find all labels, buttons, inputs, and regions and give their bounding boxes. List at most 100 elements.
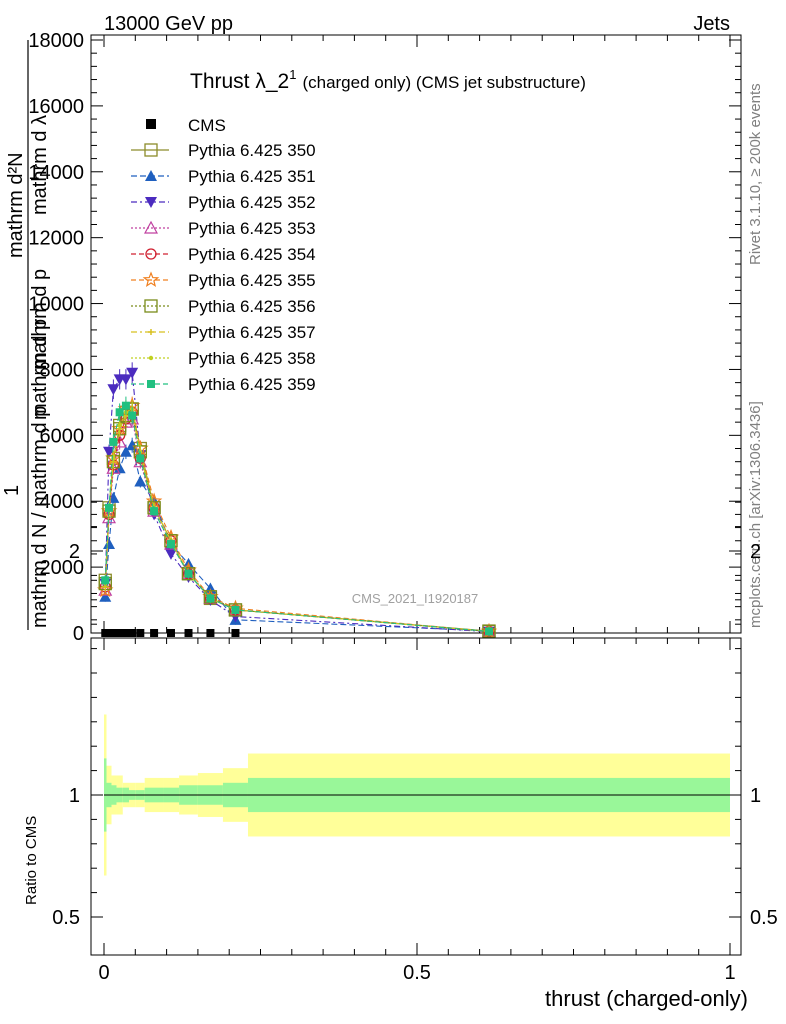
ratio-y-tick-label: 0.5: [52, 907, 80, 929]
legend-marker: [142, 271, 160, 288]
title-rest: (charged only) (CMS jet substructure): [302, 73, 585, 92]
ylabel-den-top-2: mathrm d λ: [29, 115, 51, 215]
series-layer: [97, 362, 498, 639]
cms-point: [109, 629, 118, 637]
main-y-axis: 0 2000 4000 6000 8000 10000 12000 14000 16000 180…: [28, 30, 741, 645]
series-point: [150, 507, 159, 516]
legend-marker: [145, 197, 157, 208]
cms-point: [150, 629, 159, 637]
cms-point: [166, 629, 175, 637]
series-point: [109, 437, 118, 446]
series-point: [101, 576, 110, 585]
main-y-tick-label: 12000: [28, 228, 84, 250]
series-point: [134, 475, 147, 487]
ratio-x-axis: 0 0.5 1: [98, 638, 736, 984]
series-point: [184, 569, 193, 578]
ratio-x-tick-label: 0.5: [403, 962, 431, 984]
main-y-tick-label: 18000: [28, 30, 84, 52]
legend-marker: [148, 355, 154, 361]
cms-point: [115, 629, 124, 637]
series-point: [103, 446, 116, 458]
main-y-tick-label: 10000: [28, 294, 84, 316]
legend-marker: [144, 143, 158, 157]
legend-label: Pythia 6.425 354: [188, 245, 316, 264]
cms-point: [206, 629, 215, 637]
legend-label: Pythia 6.425 350: [188, 141, 316, 160]
series-point: [103, 538, 116, 550]
legend-label: Pythia 6.425 353: [188, 219, 316, 238]
ratio-panel: 0.5 0.51 12 2 0 0.5 1 Ratio to CMS thrust (ch…: [23, 501, 778, 1011]
main-panel: 0 2000 4000 6000 8000 10000 12000 14000 16000 180…: [1, 30, 742, 645]
series-point: [166, 540, 175, 549]
main-y-tick-label: 4000: [40, 491, 85, 513]
series-point: [97, 581, 114, 598]
series-point: [99, 590, 112, 602]
legend-label: Pythia 6.425 352: [188, 193, 316, 212]
series-point: [105, 503, 114, 512]
ratio-y-tick-label-right: 1: [750, 785, 761, 807]
cms-point: [231, 629, 240, 637]
series-point: [484, 627, 493, 636]
legend-marker: [147, 380, 155, 388]
series-point: [231, 605, 240, 614]
ylabel-den-bottom-1: mathrm d N / mathrm d p: [29, 406, 51, 628]
legend-label: Pythia 6.425 359: [188, 375, 316, 394]
legend-label: Pythia 6.425 356: [188, 297, 316, 316]
main-y-tick-label: 6000: [40, 425, 85, 447]
ratio-y-tick-label-right: 0.5: [750, 907, 778, 929]
main-y-label: mathrm d²N mathrm d p mathrm d λ 1 mathr…: [1, 40, 51, 630]
ratio-y-axis: 0.5 0.5 1 1 2 2: [52, 501, 778, 929]
ylabel-one: 1: [1, 485, 23, 496]
ratio-x-tick-label: 0: [98, 962, 109, 984]
header-right-label: Jets: [693, 13, 730, 35]
ylabel-num-top: mathrm d²N: [5, 152, 27, 258]
x-axis-label: thrust (charged-only): [545, 986, 748, 1011]
legend-marker: [148, 329, 154, 335]
cms-point: [136, 629, 145, 637]
series-point: [128, 411, 137, 420]
series-point: [115, 408, 124, 417]
ratio-y-label: Ratio to CMS: [23, 816, 40, 905]
legend-label-cms: CMS: [188, 116, 226, 135]
series-point: [107, 384, 120, 396]
legend-label: Pythia 6.425 355: [188, 271, 316, 290]
series-point: [206, 594, 215, 603]
series-point: [119, 374, 132, 386]
legend-marker: [145, 248, 157, 260]
ylabel-den-bottom-2: mathrm d p: [29, 319, 51, 420]
series-point: [136, 454, 145, 463]
legend: CMS Pythia 6.425 350 Pythia 6.425 351 Pythi…: [131, 116, 316, 394]
main-y-tick-label: 8000: [40, 359, 85, 381]
title-main: Thrust λ_2: [190, 70, 289, 93]
series-point: [119, 445, 132, 457]
ratio-y-tick-label: 2: [69, 541, 80, 563]
legend-marker: [145, 170, 157, 181]
title-superscript: 1: [289, 67, 296, 82]
main-title: Thrust λ_21 (charged only) (CMS jet subst…: [190, 67, 586, 93]
series-pythia-6-425-351: [99, 437, 495, 637]
cms-point: [121, 629, 130, 637]
series-point: [117, 423, 122, 428]
main-y-tick-label: 16000: [28, 96, 84, 118]
ratio-y-tick-label-right: 2: [750, 541, 761, 563]
cms-point: [184, 629, 193, 637]
watermark: CMS_2021_I1920187: [352, 591, 479, 606]
legend-label: Pythia 6.425 357: [188, 323, 316, 342]
rivet-label: Rivet 3.1.10, ≥ 200k events: [747, 83, 764, 265]
series-point: [181, 567, 196, 581]
series-cms: [101, 629, 240, 637]
series-point: [121, 401, 130, 410]
legend-marker: [144, 299, 158, 313]
ylabel-den-top-1: mathrm d p: [29, 269, 51, 370]
series-point: [164, 548, 177, 560]
cms-point: [105, 629, 114, 637]
ratio-frame: [90, 637, 742, 956]
main-y-tick-label: 0: [73, 623, 84, 645]
ratio-y-tick-label: 1: [69, 785, 80, 807]
series-pythia-6-425-359: [101, 396, 493, 637]
legend-label: Pythia 6.425 358: [188, 349, 316, 368]
mcplots-label: mcplots.cern.ch [arXiv:1306.3436]: [747, 401, 764, 628]
ratio-x-tick-label: 1: [724, 962, 735, 984]
legend-label: Pythia 6.425 351: [188, 167, 316, 186]
